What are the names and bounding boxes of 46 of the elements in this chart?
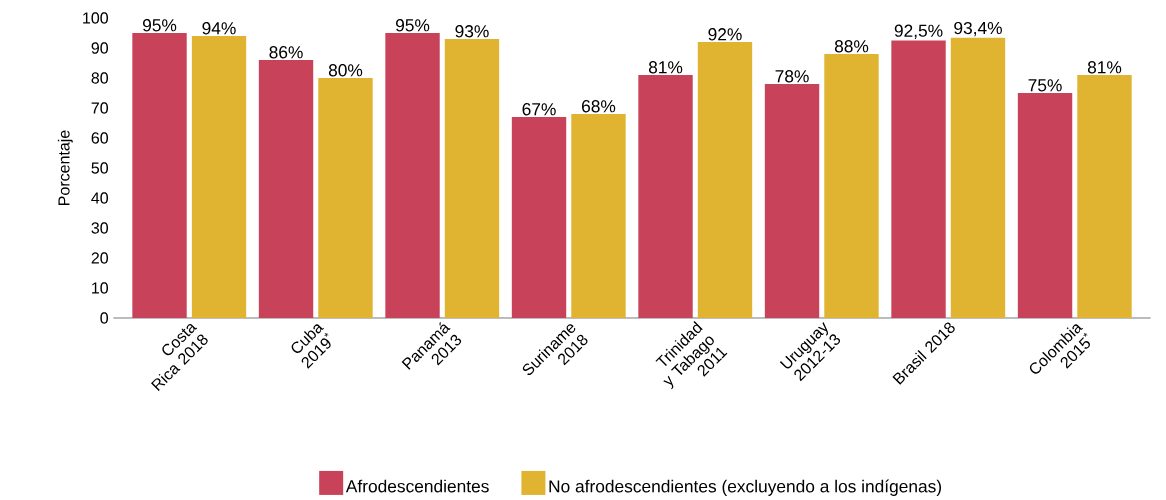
data-label: 94% bbox=[202, 22, 236, 35]
bar bbox=[1077, 75, 1132, 319]
data-label: 68% bbox=[582, 100, 616, 113]
y-tick-label: 10 bbox=[92, 282, 109, 294]
data-label: 92,5% bbox=[894, 24, 943, 40]
bar bbox=[444, 39, 500, 319]
y-tick-label: 20 bbox=[91, 252, 109, 264]
legend-label: Afrodescendientes bbox=[345, 479, 489, 493]
data-label: 67% bbox=[522, 103, 556, 116]
data-label: 80% bbox=[328, 64, 363, 77]
bar bbox=[318, 78, 373, 319]
y-tick-label: 30 bbox=[91, 222, 109, 234]
bar bbox=[1017, 93, 1073, 319]
y-tick-label: 90 bbox=[91, 42, 109, 54]
bar bbox=[571, 114, 626, 319]
bar bbox=[697, 42, 753, 319]
y-tick-label: 50 bbox=[91, 162, 109, 174]
data-label: 78% bbox=[775, 70, 809, 83]
bar bbox=[638, 75, 693, 319]
y-tick-label: 0 bbox=[100, 312, 109, 324]
y-tick-label: 100 bbox=[83, 12, 109, 24]
bar bbox=[824, 54, 879, 319]
bar bbox=[258, 60, 314, 319]
y-axis-title: Porcentaje bbox=[57, 130, 73, 206]
data-label: 95% bbox=[395, 19, 430, 32]
legend-label: No afrodescendientes (excluyendo a los indígenas) bbox=[549, 479, 942, 497]
bar bbox=[950, 37, 1006, 319]
y-tick-label: 80 bbox=[91, 72, 109, 84]
bar bbox=[132, 33, 187, 319]
data-label: 75% bbox=[1028, 79, 1062, 92]
bar bbox=[385, 33, 440, 319]
data-label: 92% bbox=[708, 28, 742, 41]
bar bbox=[511, 117, 567, 319]
bar bbox=[891, 40, 946, 319]
data-label: 93,4% bbox=[954, 22, 1002, 37]
bar bbox=[764, 84, 820, 319]
data-label: 88% bbox=[834, 40, 869, 53]
data-label: 95% bbox=[142, 19, 177, 32]
y-tick-label: 40 bbox=[91, 192, 109, 204]
bar bbox=[191, 36, 247, 319]
data-label: 86% bbox=[269, 46, 303, 59]
data-label: 81% bbox=[1087, 61, 1122, 74]
data-label: 81% bbox=[648, 61, 683, 74]
data-label: 93% bbox=[455, 25, 489, 38]
y-tick-label: 60 bbox=[91, 132, 109, 144]
y-tick-label: 70 bbox=[91, 102, 109, 114]
